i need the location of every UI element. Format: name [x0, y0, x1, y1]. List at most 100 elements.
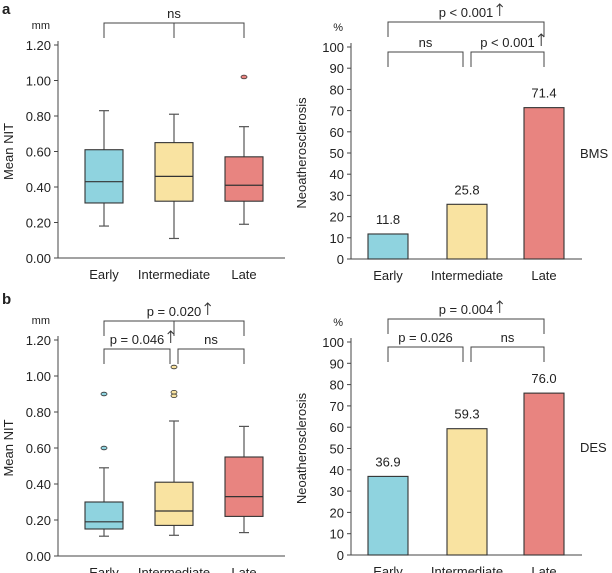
significance-bracket — [470, 346, 545, 362]
y-axis-label: Mean NIT — [1, 419, 16, 476]
group-label: DES — [580, 440, 607, 455]
bar-late — [523, 392, 565, 556]
unit-label: % — [333, 22, 343, 34]
y-tick-label: 60 — [330, 420, 344, 435]
significance-bracket — [470, 51, 545, 67]
x-tick-label: Late — [531, 564, 556, 573]
p-value-label: p < 0.001 — [439, 5, 494, 20]
outlier-point — [100, 445, 108, 451]
x-tick-label: Early — [373, 268, 403, 283]
bar-late — [523, 107, 565, 260]
panel-label: a — [2, 1, 11, 18]
y-tick-label: 0.40 — [26, 477, 51, 492]
x-tick-label: Early — [89, 565, 119, 573]
y-tick-label: 1.00 — [26, 74, 51, 89]
group-label: BMS — [580, 146, 609, 161]
significance-bracket — [387, 318, 545, 334]
significance-bracket — [387, 346, 464, 362]
up-arrow-icon — [496, 3, 504, 16]
p-value-label: p = 0.026 — [398, 330, 453, 345]
y-tick-label: 0.00 — [26, 251, 51, 266]
y-tick-label: 0.20 — [26, 216, 51, 231]
significance-bracket — [387, 51, 464, 67]
y-tick-label: 1.00 — [26, 369, 51, 384]
unit-label: mm — [32, 20, 50, 32]
up-arrow-icon — [537, 33, 545, 46]
box-intermediate — [154, 142, 194, 202]
y-tick-label: 0 — [337, 548, 344, 563]
y-tick-label: 60 — [330, 125, 344, 140]
bar-value-label: 76.0 — [531, 371, 556, 386]
bar-value-label: 25.8 — [454, 182, 479, 197]
y-tick-label: 10 — [330, 231, 344, 246]
p-value-label: ns — [204, 332, 218, 347]
x-tick-label: Intermediate — [138, 267, 210, 282]
p-value-label: ns — [167, 6, 181, 21]
x-tick-label: Intermediate — [431, 268, 503, 283]
x-tick-label: Late — [531, 268, 556, 283]
outlier-point — [170, 364, 178, 370]
y-tick-label: 0.80 — [26, 109, 51, 124]
outlier-point — [170, 390, 178, 395]
x-tick-label: Late — [231, 267, 256, 282]
y-tick-label: 30 — [330, 484, 344, 499]
p-value-label: p = 0.004 — [439, 302, 494, 317]
y-tick-label: 1.20 — [26, 38, 51, 53]
box-early — [84, 501, 124, 530]
significance-bracket — [387, 21, 545, 37]
panel-label: b — [2, 291, 11, 308]
bar-intermediate — [446, 428, 488, 556]
outlier-point — [170, 393, 178, 398]
x-tick-label: Early — [373, 564, 403, 573]
significance-bracket — [103, 348, 171, 364]
y-tick-label: 100 — [322, 40, 344, 55]
p-value-label: p < 0.001 — [480, 35, 535, 50]
bar-value-label: 59.3 — [454, 407, 479, 422]
y-tick-label: 0.80 — [26, 405, 51, 420]
p-value-label: p = 0.046 — [110, 332, 165, 347]
y-tick-label: 0.00 — [26, 549, 51, 564]
y-axis-label: Neoatherosclerosis — [294, 392, 309, 504]
x-tick-label: Early — [89, 267, 119, 282]
y-tick-label: 80 — [330, 378, 344, 393]
up-arrow-icon — [204, 302, 212, 315]
y-tick-label: 40 — [330, 167, 344, 182]
y-tick-label: 50 — [330, 146, 344, 161]
x-tick-label: Late — [231, 565, 256, 573]
y-tick-label: 100 — [322, 335, 344, 350]
box-intermediate — [154, 481, 194, 526]
significance-bracket — [177, 348, 245, 364]
y-tick-label: 0.60 — [26, 145, 51, 160]
outlier-point — [100, 391, 108, 397]
bar-early — [367, 233, 409, 260]
p-value-label: ns — [419, 35, 433, 50]
unit-label: % — [333, 317, 343, 329]
up-arrow-icon — [167, 330, 175, 343]
y-tick-label: 30 — [330, 188, 344, 203]
y-tick-label: 10 — [330, 527, 344, 542]
y-tick-label: 40 — [330, 463, 344, 478]
y-tick-label: 20 — [330, 210, 344, 225]
y-tick-label: 1.20 — [26, 333, 51, 348]
x-tick-label: Intermediate — [138, 565, 210, 573]
box-early — [84, 149, 124, 204]
bar-value-label: 71.4 — [531, 86, 556, 101]
p-value-label: p = 0.020 — [147, 304, 202, 319]
y-tick-label: 70 — [330, 399, 344, 414]
y-tick-label: 0.20 — [26, 513, 51, 528]
y-tick-label: 70 — [330, 104, 344, 119]
outlier-point — [240, 74, 248, 80]
bar-value-label: 11.8 — [376, 212, 400, 227]
y-tick-label: 90 — [330, 356, 344, 371]
bar-early — [367, 475, 409, 556]
bar-value-label: 36.9 — [375, 454, 400, 469]
y-tick-label: 20 — [330, 505, 344, 520]
y-tick-label: 90 — [330, 61, 344, 76]
box-late — [224, 156, 264, 202]
box-late — [224, 456, 264, 517]
x-tick-label: Intermediate — [431, 564, 503, 573]
p-value-label: ns — [501, 330, 515, 345]
y-axis-label: Mean NIT — [1, 123, 16, 180]
y-tick-label: 0.40 — [26, 180, 51, 195]
